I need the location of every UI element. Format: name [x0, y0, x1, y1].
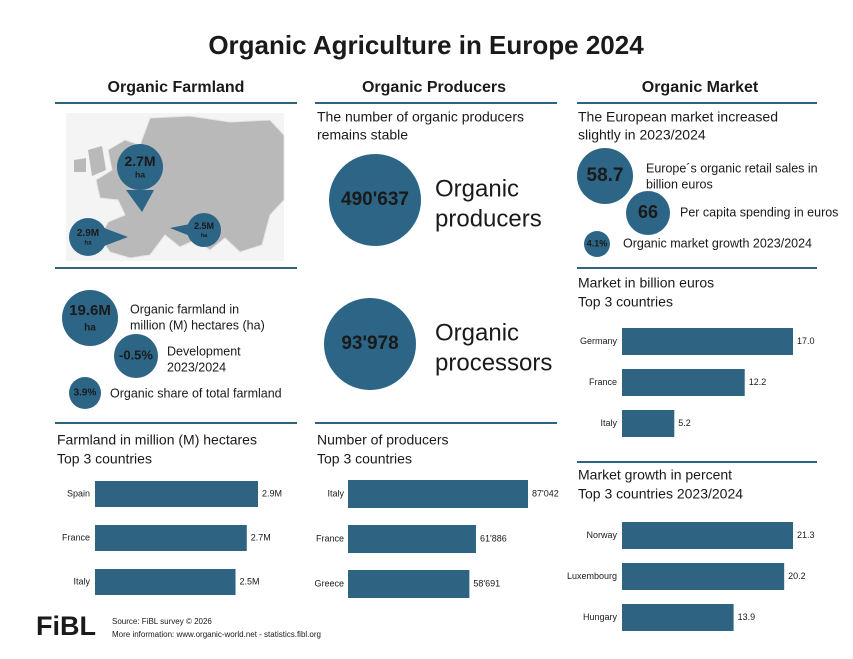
bubble	[117, 144, 163, 190]
stat-label: Development	[167, 344, 241, 358]
stat-label: million (M) hectares (ha)	[130, 318, 265, 332]
value-label: 2.7M	[251, 532, 271, 542]
map-value: 2.9M	[77, 228, 99, 239]
category-label: Germany	[580, 336, 618, 346]
bar	[348, 525, 476, 553]
bar	[95, 569, 236, 595]
stat-label: Organic market growth 2023/2024	[623, 236, 812, 250]
section-heading: Organic Producers	[362, 79, 506, 96]
bubble	[329, 154, 421, 246]
footer-more: More information: www.organic-world.net …	[112, 630, 321, 639]
stat-label: processors	[435, 349, 552, 376]
stat-unit: ha	[84, 323, 96, 334]
stat-label: Organic	[435, 175, 519, 202]
category-label: Luxembourg	[567, 571, 617, 581]
bubble	[626, 191, 670, 235]
stat-value: 93'978	[341, 333, 398, 354]
chart-title: Market in billion euros	[578, 275, 714, 291]
chart-title: Top 3 countries	[578, 294, 673, 310]
bar	[348, 570, 470, 598]
chart-title: Number of producers	[317, 432, 449, 448]
stat-value: -0.5%	[119, 347, 153, 362]
chart-title: Top 3 countries	[57, 451, 152, 467]
category-label: Spain	[67, 488, 90, 498]
bar	[622, 522, 793, 549]
chart-title: Top 3 countries 2023/2024	[578, 486, 743, 502]
bar	[95, 525, 247, 551]
bar	[95, 481, 258, 507]
map-unit: ha	[135, 170, 145, 180]
value-label: 17.0	[797, 336, 815, 346]
category-label: France	[316, 533, 344, 543]
stat-label: Organic	[435, 319, 519, 346]
map-value: 2.7M	[124, 153, 155, 169]
logo: FiBL	[36, 611, 96, 641]
stat-label: producers	[435, 205, 542, 232]
category-label: Hungary	[583, 612, 618, 622]
stat-label: Europe´s organic retail sales in	[646, 161, 818, 175]
bar	[622, 563, 785, 590]
stat-value: 3.9%	[74, 388, 97, 399]
intro-text: slightly in 2023/2024	[578, 127, 706, 143]
map-unit: ha	[84, 240, 92, 247]
value-label: 5.2	[678, 418, 691, 428]
bubble	[114, 334, 158, 378]
intro-text: The European market increased	[578, 109, 778, 125]
bubble	[62, 290, 118, 346]
stat-value: 490'637	[341, 189, 409, 210]
category-label: France	[589, 377, 617, 387]
value-label: 87'042	[532, 488, 559, 498]
map-pointer	[170, 224, 190, 236]
map-pointer	[126, 190, 154, 212]
intro-text: The number of organic producers	[317, 109, 524, 125]
bubble	[324, 298, 416, 390]
category-label: Italy	[327, 488, 344, 498]
bar	[622, 369, 745, 396]
bar	[622, 604, 734, 631]
category-label: Greece	[314, 578, 344, 588]
stat-label: Organic share of total farmland	[110, 386, 282, 400]
stat-label: 2023/2024	[167, 360, 226, 374]
stat-value: 66	[638, 202, 658, 222]
map-value: 2.5M	[194, 221, 214, 231]
bubble	[69, 218, 107, 256]
footer-source: Source: FiBL survey © 2026	[112, 617, 212, 626]
chart-title: Farmland in million (M) hectares	[57, 432, 257, 448]
category-label: Norway	[586, 530, 617, 540]
bubble	[187, 213, 221, 247]
section-heading: Organic Market	[642, 79, 759, 96]
bubble	[69, 377, 101, 409]
stat-value: 19.6M	[69, 302, 111, 319]
category-label: Italy	[73, 576, 90, 586]
value-label: 2.9M	[262, 488, 282, 498]
category-label: Italy	[600, 418, 617, 428]
bubble	[584, 231, 610, 257]
value-label: 13.9	[738, 612, 756, 622]
page-title: Organic Agriculture in Europe 2024	[208, 30, 644, 60]
stat-value: 58.7	[587, 165, 624, 186]
value-label: 58'691	[473, 578, 500, 588]
bar	[348, 480, 528, 508]
chart-title: Top 3 countries	[317, 451, 412, 467]
chart-title: Market growth in percent	[578, 467, 732, 483]
value-label: 21.3	[797, 530, 815, 540]
stat-label: Per capita spending in euros	[680, 205, 838, 219]
value-label: 2.5M	[240, 576, 260, 586]
stat-value: 4.1%	[587, 238, 608, 248]
stat-label: billion euros	[646, 177, 713, 191]
value-label: 20.2	[788, 571, 806, 581]
section-heading: Organic Farmland	[108, 79, 245, 96]
map-pointer	[104, 228, 128, 246]
stat-label: Organic farmland in	[130, 302, 239, 316]
category-label: France	[62, 532, 90, 542]
map-unit: ha	[201, 233, 208, 239]
bar	[622, 328, 793, 355]
intro-text: remains stable	[317, 127, 408, 143]
value-label: 61'886	[480, 533, 507, 543]
bar	[622, 410, 675, 437]
bubble	[577, 148, 633, 204]
value-label: 12.2	[749, 377, 767, 387]
